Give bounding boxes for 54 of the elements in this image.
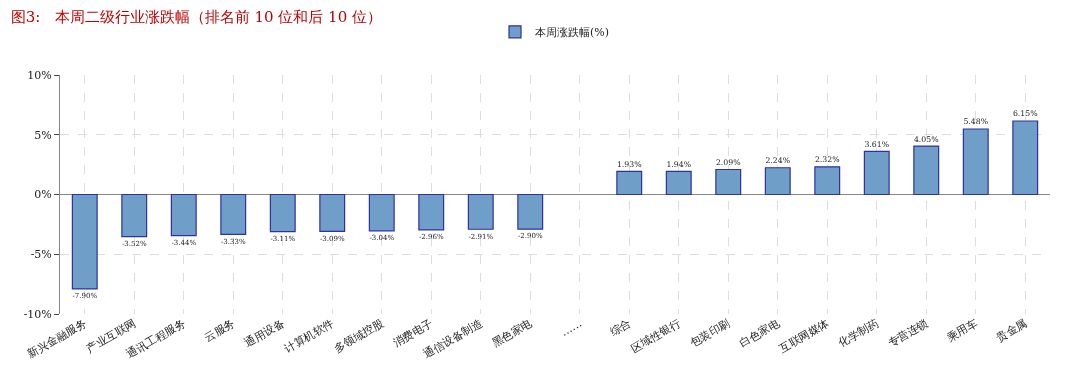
x-tick-label: 包装印刷 xyxy=(687,316,733,350)
data-label: -3.33% xyxy=(220,236,246,246)
bar xyxy=(170,193,197,237)
y-tick-label: 10% xyxy=(27,68,52,82)
bar xyxy=(665,170,692,196)
x-tick-label: 综合 xyxy=(607,316,634,339)
x-tick-label: 黑色家电 xyxy=(489,316,535,350)
bar xyxy=(814,166,841,196)
bar xyxy=(121,193,148,238)
data-label: -3.52% xyxy=(121,238,147,248)
x-tick-label: 乘用车 xyxy=(944,316,980,345)
data-label: -2.91% xyxy=(468,231,494,241)
bar xyxy=(863,150,890,196)
x-tick-label: 贵金属 xyxy=(994,316,1030,345)
bar xyxy=(962,128,989,196)
data-label: -2.96% xyxy=(418,232,444,242)
data-label: 1.93% xyxy=(616,159,642,169)
data-label: 5.48% xyxy=(963,117,989,127)
data-label: 6.15% xyxy=(1012,109,1038,119)
bar xyxy=(71,193,98,290)
data-label: 3.61% xyxy=(864,139,890,149)
bar xyxy=(616,170,643,196)
y-tick-label: -10% xyxy=(23,307,52,321)
chart-title: 图3: 本周二级行业涨跌幅（排名前 10 位和后 10 位） xyxy=(10,8,382,27)
x-tick-label: 化学制药 xyxy=(836,316,881,350)
bar xyxy=(220,193,247,235)
x-tick-label: 云服务 xyxy=(202,316,238,345)
x-tick-label: 专营连锁 xyxy=(885,316,931,350)
data-label: -2.90% xyxy=(517,231,543,241)
data-label: 4.05% xyxy=(913,134,939,144)
x-tick-label: …… xyxy=(558,316,584,339)
bar xyxy=(368,193,395,232)
data-label: -3.09% xyxy=(319,233,345,243)
data-label: 2.09% xyxy=(715,157,741,167)
legend-label: 本周涨跌幅(%) xyxy=(535,26,610,40)
bar xyxy=(467,193,494,230)
bar xyxy=(913,145,940,196)
y-tick-label: 0% xyxy=(34,188,52,202)
data-label: -3.11% xyxy=(270,234,296,243)
bar xyxy=(517,193,544,230)
bar xyxy=(764,167,791,196)
data-label: 1.94% xyxy=(666,159,692,169)
bar xyxy=(319,193,346,233)
data-label: 2.32% xyxy=(814,155,840,165)
data-label: -3.04% xyxy=(369,233,395,243)
y-tick-label: 5% xyxy=(34,128,52,142)
data-label: -7.90% xyxy=(72,291,98,301)
bar xyxy=(418,193,445,231)
bar xyxy=(715,168,742,196)
data-label: 2.24% xyxy=(765,156,791,166)
y-tick-label: -5% xyxy=(30,248,52,262)
bar xyxy=(1012,120,1039,196)
data-label: -3.44% xyxy=(171,237,197,247)
bar xyxy=(269,193,296,233)
